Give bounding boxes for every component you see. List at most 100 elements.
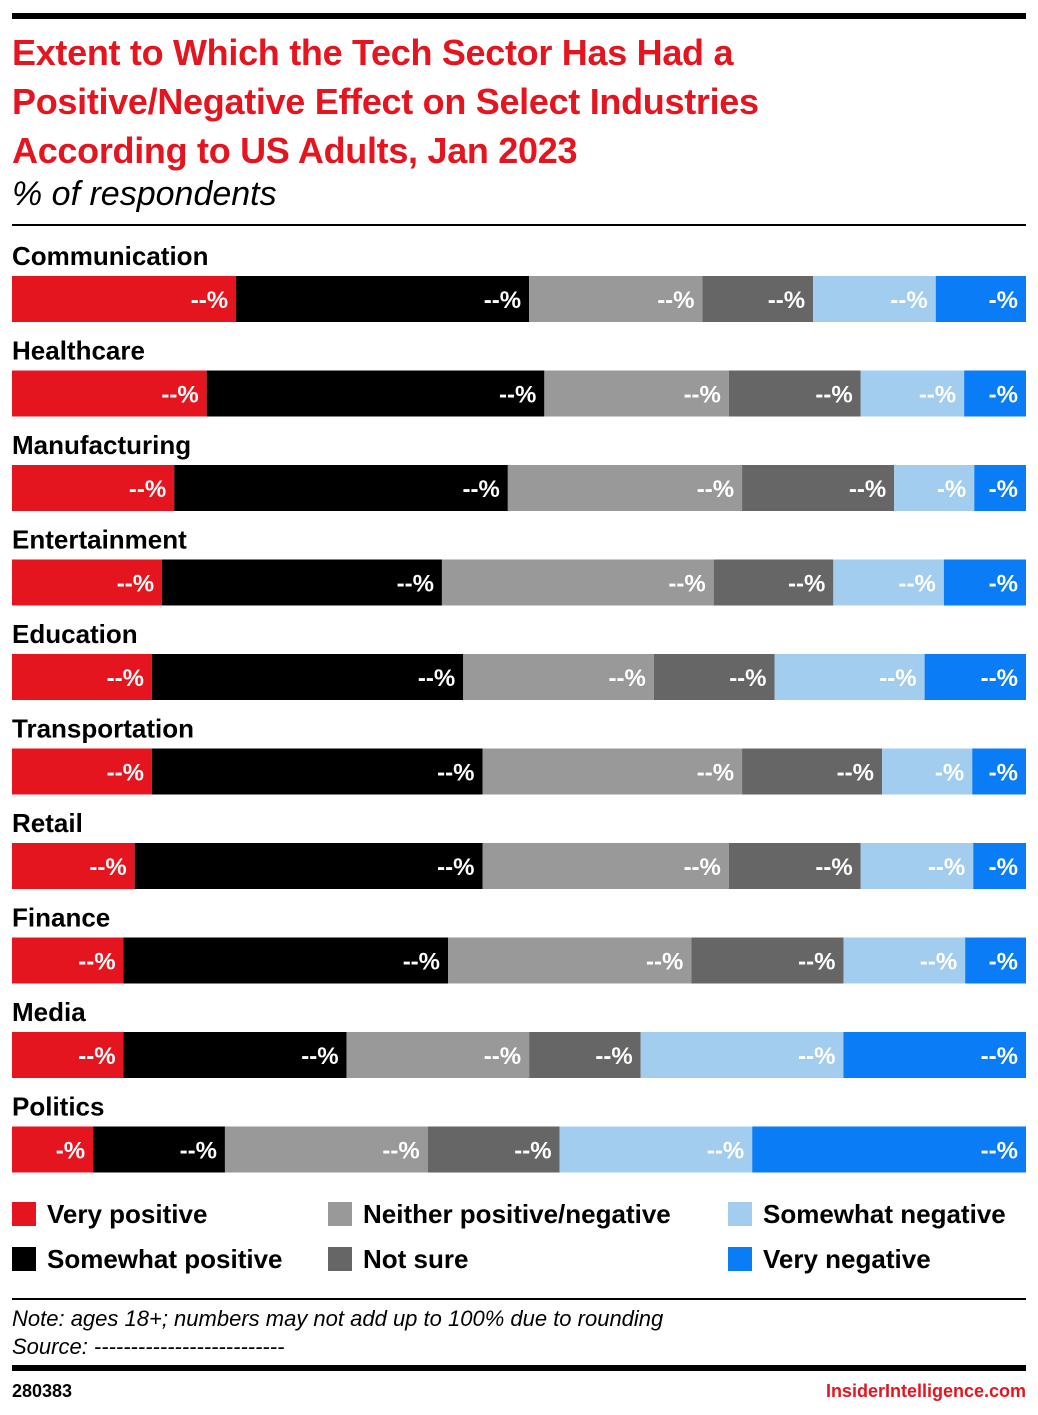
bar-education-very-negative <box>924 654 1026 700</box>
bar-transportation-very-positive <box>12 748 152 795</box>
bar-media-very-negative <box>843 1032 1026 1078</box>
legend-label-very-positive: Very positive <box>47 1198 208 1229</box>
category-label-finance: Finance <box>12 903 110 933</box>
data-label-healthcare-neither-positive-negative: --% <box>684 382 721 409</box>
data-label-manufacturing-somewhat-positive: --% <box>463 476 500 503</box>
bar-manufacturing-somewhat-positive <box>174 465 508 511</box>
note-rule <box>12 1298 1026 1300</box>
bar-healthcare-somewhat-negative <box>860 370 965 417</box>
bar-education-not-sure <box>653 654 775 700</box>
data-label-politics-very-positive: -% <box>56 1138 85 1165</box>
bar-communication-somewhat-negative <box>813 276 936 322</box>
bar-retail-very-negative <box>973 843 1026 889</box>
bar-education-somewhat-negative <box>774 654 925 700</box>
legend-label-neither: Neither positive/negative <box>363 1198 671 1229</box>
chart-subtitle: % of respondents <box>12 175 277 213</box>
bar-healthcare-neither-positive-negative <box>544 370 729 417</box>
category-label-communication: Communication <box>12 241 208 271</box>
bar-media-somewhat-negative <box>640 1032 844 1078</box>
legend-swatch-somewhat-negative <box>728 1202 752 1226</box>
data-label-finance-very-negative: -% <box>989 949 1018 976</box>
chart-legend: Very positive Somewhat positive Neither … <box>0 1192 1038 1292</box>
bar-communication-neither-positive-negative <box>529 276 703 322</box>
bar-retail-not-sure <box>728 843 861 889</box>
data-label-media-neither-positive-negative: --% <box>484 1043 521 1070</box>
bar-politics-somewhat-negative <box>559 1126 753 1173</box>
bar-finance-somewhat-positive <box>123 937 449 984</box>
bar-healthcare-somewhat-positive <box>206 370 545 417</box>
data-label-manufacturing-very-negative: -% <box>989 476 1018 503</box>
data-label-finance-neither-positive-negative: --% <box>646 949 683 976</box>
legend-item-very-positive: Very positive <box>12 1194 207 1234</box>
data-label-entertainment-very-negative: -% <box>989 571 1018 598</box>
legend-label-very-negative: Very negative <box>763 1243 931 1274</box>
legend-label-somewhat-positive: Somewhat positive <box>47 1243 283 1274</box>
data-label-entertainment-somewhat-negative: --% <box>899 571 936 598</box>
data-label-retail-somewhat-positive: --% <box>437 854 474 881</box>
data-label-finance-not-sure: --% <box>798 949 835 976</box>
data-label-politics-not-sure: --% <box>514 1138 551 1165</box>
bar-communication-somewhat-positive <box>236 276 530 322</box>
data-label-entertainment-very-positive: --% <box>117 571 154 598</box>
bar-transportation-neither-positive-negative <box>482 748 743 795</box>
data-label-transportation-very-negative: -% <box>989 760 1018 787</box>
chart-title: Extent to Which the Tech Sector Has Had … <box>12 28 1026 175</box>
data-label-retail-not-sure: --% <box>815 854 852 881</box>
legend-item-very-negative: Very negative <box>728 1239 931 1279</box>
bar-finance-very-negative <box>965 937 1026 984</box>
top-rule <box>12 13 1026 19</box>
bar-communication-very-negative <box>935 276 1026 322</box>
bar-entertainment-not-sure <box>713 559 834 606</box>
data-label-transportation-not-sure: --% <box>837 760 874 787</box>
data-label-education-very-positive: --% <box>107 665 144 692</box>
bar-finance-neither-positive-negative <box>448 937 692 984</box>
data-label-finance-very-positive: --% <box>78 949 115 976</box>
bar-communication-not-sure <box>702 276 814 322</box>
footnote: Note: ages 18+; numbers may not add up t… <box>12 1306 664 1331</box>
data-label-transportation-somewhat-negative: -% <box>935 760 964 787</box>
bar-transportation-not-sure <box>742 748 883 795</box>
data-label-media-very-negative: --% <box>981 1043 1018 1070</box>
data-label-healthcare-somewhat-positive: --% <box>499 382 536 409</box>
data-label-communication-very-negative: -% <box>989 287 1018 314</box>
data-label-manufacturing-not-sure: --% <box>849 476 886 503</box>
bar-politics-neither-positive-negative <box>224 1126 428 1173</box>
chart-id: 280383 <box>12 1381 73 1401</box>
data-label-education-very-negative: --% <box>981 665 1018 692</box>
bar-healthcare-very-negative <box>964 370 1026 417</box>
data-label-politics-neither-positive-negative: --% <box>382 1138 419 1165</box>
bar-manufacturing-not-sure <box>742 465 895 511</box>
bar-manufacturing-neither-positive-negative <box>507 465 743 511</box>
bar-retail-somewhat-positive <box>134 843 483 889</box>
category-label-media: Media <box>12 997 86 1027</box>
bar-finance-somewhat-negative <box>843 937 966 984</box>
bar-finance-not-sure <box>691 937 844 984</box>
data-label-retail-neither-positive-negative: --% <box>684 854 721 881</box>
data-label-healthcare-very-positive: --% <box>161 382 198 409</box>
data-label-media-very-positive: --% <box>78 1043 115 1070</box>
data-label-media-not-sure: --% <box>595 1043 632 1070</box>
bar-entertainment-somewhat-positive <box>162 559 442 606</box>
bar-media-not-sure <box>529 1032 641 1078</box>
data-label-manufacturing-very-positive: --% <box>129 476 166 503</box>
data-label-communication-somewhat-negative: --% <box>890 287 927 314</box>
data-label-manufacturing-somewhat-negative: -% <box>937 476 966 503</box>
bar-politics-somewhat-positive <box>93 1126 225 1173</box>
data-label-media-somewhat-negative: --% <box>798 1043 835 1070</box>
bar-manufacturing-somewhat-negative <box>894 465 975 511</box>
bar-entertainment-very-negative <box>943 559 1026 606</box>
brand-link[interactable]: InsiderIntelligence.com <box>825 1381 1026 1401</box>
category-label-transportation: Transportation <box>12 714 194 744</box>
bar-media-somewhat-positive <box>123 1032 347 1078</box>
bar-manufacturing-very-negative <box>974 465 1026 511</box>
data-label-entertainment-not-sure: --% <box>788 571 825 598</box>
data-label-transportation-neither-positive-negative: --% <box>697 760 734 787</box>
bar-transportation-very-negative <box>972 748 1026 795</box>
legend-item-somewhat-negative: Somewhat negative <box>728 1194 1006 1234</box>
bar-transportation-somewhat-negative <box>882 748 973 795</box>
data-label-politics-very-negative: --% <box>981 1138 1018 1165</box>
legend-swatch-very-positive <box>12 1202 36 1226</box>
data-label-politics-somewhat-negative: --% <box>707 1138 744 1165</box>
category-label-education: Education <box>12 619 138 649</box>
data-label-communication-somewhat-positive: --% <box>484 287 521 314</box>
